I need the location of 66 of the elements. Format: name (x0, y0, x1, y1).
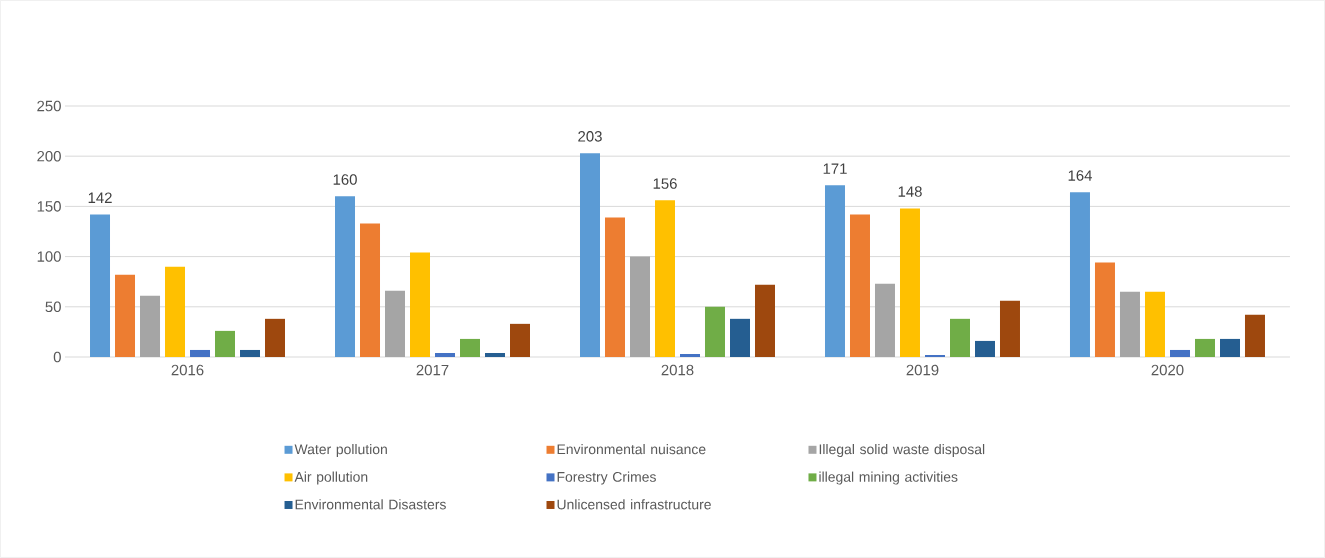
y-tick-label: 250 (37, 100, 61, 112)
bar (140, 295, 161, 357)
bar (924, 354, 945, 357)
bar (335, 196, 356, 357)
bar (510, 323, 531, 357)
bar (999, 300, 1020, 357)
y-tick-label: 0 (53, 351, 61, 363)
y-tick-label: 100 (37, 251, 61, 262)
bar (435, 352, 455, 357)
bar (1094, 262, 1115, 357)
bar (1194, 338, 1215, 357)
bar (874, 283, 895, 357)
bar (605, 217, 625, 357)
bar (1219, 338, 1240, 357)
x-tick-label: 2016 (171, 364, 204, 376)
bar (165, 266, 186, 357)
bar (115, 274, 136, 357)
data-label: 160 (333, 174, 357, 185)
data-label: 148 (898, 186, 922, 197)
bar (385, 290, 405, 357)
bar (360, 223, 381, 357)
bar (949, 318, 970, 357)
x-tick-label: 2017 (416, 364, 449, 376)
bar (1144, 291, 1165, 357)
bar (680, 353, 700, 357)
bar (730, 318, 750, 357)
bar (655, 200, 675, 357)
bar (824, 185, 845, 357)
bar (485, 352, 506, 357)
bar (240, 349, 261, 357)
legend-label: Environmental nuisance (557, 444, 706, 455)
data-label: 142 (88, 192, 112, 203)
y-tick-label: 150 (37, 201, 61, 212)
legend-label: Environmental Disasters (295, 499, 446, 510)
legend-label: Illegal solid waste disposal (819, 444, 985, 457)
bar (899, 208, 920, 357)
bar (974, 340, 995, 357)
bar (90, 214, 111, 357)
bar (190, 349, 211, 357)
bar (755, 284, 775, 357)
legend-label: Air pollution (294, 471, 368, 485)
data-label: 203 (578, 131, 602, 142)
data-label: 164 (1068, 170, 1093, 181)
legend-label: illegal mining activities (819, 471, 958, 485)
y-tick-label: 200 (37, 150, 61, 162)
x-tick-label: 2018 (661, 364, 694, 376)
legend-label: Water pollution (294, 444, 387, 457)
bar (460, 338, 481, 357)
legend-label: Forestry Crimes (557, 471, 656, 485)
bar (1069, 192, 1090, 357)
x-tick-label: 2020 (1151, 364, 1184, 376)
data-label: 171 (823, 163, 847, 174)
legend-label: Unlicensed infrastructure (557, 499, 711, 510)
bar (1169, 349, 1190, 357)
x-tick-label: 2019 (906, 364, 939, 376)
bar (1119, 291, 1140, 357)
bar (215, 330, 236, 357)
y-tick-label: 50 (45, 301, 61, 313)
bar (265, 318, 286, 357)
data-label: 156 (653, 178, 677, 189)
bar (630, 256, 650, 357)
bar (410, 252, 430, 357)
bar (580, 153, 600, 357)
bar (705, 306, 725, 357)
bar (1244, 314, 1265, 357)
bar (849, 214, 870, 357)
